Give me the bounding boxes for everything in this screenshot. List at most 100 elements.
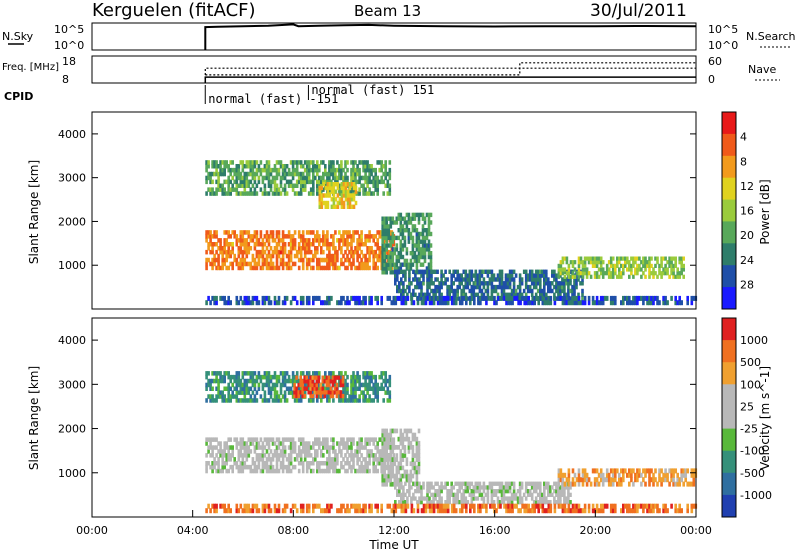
heatmap-cell bbox=[245, 441, 249, 446]
heatmap-cell bbox=[362, 371, 365, 376]
heatmap-cell bbox=[305, 261, 309, 267]
heatmap-cell bbox=[561, 489, 564, 494]
heatmap-cell bbox=[571, 284, 574, 290]
heatmap-cell bbox=[342, 398, 345, 403]
heatmap-cell bbox=[255, 378, 259, 384]
heatmap-cell bbox=[454, 292, 457, 297]
heatmap-cell bbox=[360, 249, 363, 255]
heatmap-cell bbox=[225, 253, 228, 259]
heatmap-cell bbox=[404, 269, 407, 274]
heatmap-cell bbox=[289, 386, 293, 391]
heatmap-cell bbox=[589, 274, 593, 279]
heatmap-cell bbox=[348, 394, 351, 399]
heatmap-cell bbox=[392, 295, 396, 301]
heatmap-cell bbox=[320, 204, 324, 209]
heatmap-cell bbox=[247, 230, 251, 235]
heatmap-cell bbox=[328, 300, 331, 306]
heatmap-cell bbox=[472, 281, 476, 286]
heatmap-cell bbox=[389, 251, 393, 256]
heatmap-cell bbox=[346, 445, 349, 450]
heatmap-cell bbox=[391, 445, 395, 450]
heatmap-cell bbox=[674, 274, 677, 279]
heatmap-cell bbox=[368, 191, 371, 196]
heatmap-cell bbox=[330, 179, 333, 185]
heatmap-cell bbox=[413, 270, 417, 275]
heatmap-cell bbox=[277, 234, 281, 239]
colorbar-tick-label: 20 bbox=[740, 229, 754, 242]
heatmap-cell bbox=[622, 472, 625, 478]
heatmap-cell bbox=[265, 468, 269, 474]
heatmap-cell bbox=[267, 390, 271, 395]
heatmap-cell bbox=[628, 472, 631, 478]
heatmap-cell bbox=[559, 292, 562, 297]
heatmap-cell bbox=[411, 216, 415, 221]
heatmap-cell bbox=[342, 390, 345, 395]
heatmap-cell bbox=[534, 496, 538, 501]
heatmap-cell bbox=[328, 257, 331, 263]
heatmap-cell bbox=[261, 265, 265, 271]
heatmap-cell bbox=[368, 508, 371, 514]
heatmap-cell bbox=[573, 277, 576, 282]
heatmap-cell bbox=[362, 508, 365, 514]
heatmap-cell bbox=[257, 261, 261, 267]
heatmap-cell bbox=[630, 256, 633, 261]
heatmap-cell bbox=[413, 228, 417, 233]
heatmap-cell bbox=[518, 284, 522, 290]
heatmap-cell bbox=[245, 300, 249, 306]
heatmap-cell bbox=[339, 382, 343, 388]
heatmap-cell bbox=[318, 382, 321, 388]
heatmap-cell bbox=[425, 243, 429, 248]
heatmap-cell bbox=[283, 234, 287, 239]
heatmap-cell bbox=[332, 437, 335, 442]
heatmap-cell bbox=[426, 481, 429, 486]
heatmap-cell bbox=[399, 465, 403, 471]
heatmap-cell bbox=[253, 461, 257, 466]
heatmap-cell bbox=[275, 167, 279, 173]
heatmap-cell bbox=[427, 251, 431, 256]
heatmap-cell bbox=[387, 477, 391, 483]
heatmap-cell bbox=[356, 441, 359, 446]
heatmap-cell bbox=[385, 481, 388, 487]
heatmap-cell bbox=[287, 242, 291, 247]
heatmap-cell bbox=[223, 386, 226, 391]
heatmap-cell bbox=[609, 295, 613, 301]
heatmap-cell bbox=[227, 253, 230, 259]
heatmap-cell bbox=[423, 216, 427, 221]
heatmap-cell bbox=[255, 508, 259, 514]
heatmap-cell bbox=[215, 167, 218, 173]
heatmap-cell bbox=[209, 191, 212, 196]
heatmap-cell bbox=[372, 468, 375, 474]
heatmap-cell bbox=[207, 246, 210, 251]
heatmap-cell bbox=[324, 179, 327, 185]
heatmap-cell bbox=[601, 503, 605, 509]
heatmap-cell bbox=[358, 179, 361, 185]
heatmap-cell bbox=[541, 496, 544, 501]
heatmap-cell bbox=[314, 449, 317, 454]
heatmap-cell bbox=[273, 449, 277, 454]
heatmap-cell bbox=[503, 295, 506, 301]
heatmap-cell bbox=[324, 238, 327, 243]
heatmap-cell bbox=[464, 500, 468, 505]
heatmap-cell bbox=[305, 371, 309, 376]
heatmap-cell bbox=[500, 496, 504, 501]
heatmap-cell bbox=[241, 382, 245, 388]
heatmap-cell bbox=[265, 382, 269, 388]
heatmap-cell bbox=[221, 187, 224, 192]
heatmap-cell bbox=[342, 204, 346, 209]
heatmap-cell bbox=[403, 216, 407, 221]
heatmap-cell bbox=[295, 390, 298, 395]
heatmap-cell bbox=[332, 445, 335, 450]
heatmap-cell bbox=[241, 386, 245, 391]
heatmap-cell bbox=[478, 489, 482, 494]
heatmap-cell bbox=[522, 492, 526, 497]
heatmap-cell bbox=[484, 281, 488, 286]
heatmap-cell bbox=[417, 212, 421, 218]
heatmap-cell bbox=[356, 371, 359, 376]
heatmap-cell bbox=[346, 175, 349, 181]
heatmap-cell bbox=[492, 288, 496, 294]
heatmap-cell bbox=[273, 394, 277, 399]
heatmap-cell bbox=[273, 398, 277, 403]
heatmap-cell bbox=[331, 379, 335, 384]
heatmap-cell bbox=[526, 288, 530, 294]
heatmap-cell bbox=[492, 489, 496, 494]
